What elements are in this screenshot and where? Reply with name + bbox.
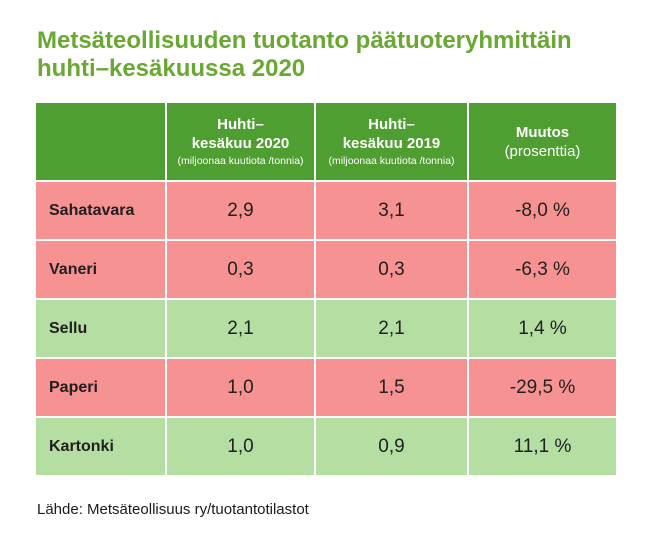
row-label: Vaneri (36, 241, 165, 298)
column-header-2020-line2: kesäkuu 2020 (191, 135, 290, 152)
column-header-change-line2: (prosenttia) (504, 142, 581, 160)
row-label: Paperi (36, 359, 165, 416)
value-2019: 0,3 (316, 241, 467, 298)
column-header-change-line1: Muutos (515, 123, 570, 141)
column-header-2019-unit: (miljoonaa kuutiota /tonnia) (328, 155, 455, 167)
row-label: Sahatavara (36, 182, 165, 239)
page-title: Metsäteollisuuden tuotanto päätuoteryhmi… (37, 27, 572, 83)
column-header-2020: Huhti– kesäkuu 2020 (miljoonaa kuutiota … (167, 103, 314, 180)
production-table: Huhti– kesäkuu 2020 (miljoonaa kuutiota … (36, 103, 616, 475)
value-change: 1,4 % (469, 300, 616, 357)
column-header-change: Muutos (prosenttia) (469, 103, 616, 180)
value-2020: 1,0 (167, 418, 314, 475)
row-label: Kartonki (36, 418, 165, 475)
value-2020: 2,9 (167, 182, 314, 239)
value-2019: 2,1 (316, 300, 467, 357)
column-header-2019: Huhti– kesäkuu 2019 (miljoonaa kuutiota … (316, 103, 467, 180)
column-header-empty (36, 103, 165, 180)
column-header-2020-unit: (miljoonaa kuutiota /tonnia) (177, 155, 304, 167)
column-header-2020-line1: Huhti– (217, 116, 264, 133)
value-change: -6,3 % (469, 241, 616, 298)
row-label: Sellu (36, 300, 165, 357)
page-title-line2: huhti–kesäkuussa 2020 (37, 55, 306, 82)
value-2020: 0,3 (167, 241, 314, 298)
value-2020: 1,0 (167, 359, 314, 416)
value-2019: 0,9 (316, 418, 467, 475)
value-2020: 2,1 (167, 300, 314, 357)
value-change: -8,0 % (469, 182, 616, 239)
value-2019: 3,1 (316, 182, 467, 239)
source-note: Lähde: Metsäteollisuus ry/tuotantotilast… (37, 501, 309, 518)
value-change: -29,5 % (469, 359, 616, 416)
value-change: 11,1 % (469, 418, 616, 475)
column-header-2019-line1: Huhti– (368, 116, 415, 133)
page-title-line1: Metsäteollisuuden tuotanto päätuoteryhmi… (37, 27, 572, 54)
column-header-2019-line2: kesäkuu 2019 (342, 135, 441, 152)
value-2019: 1,5 (316, 359, 467, 416)
